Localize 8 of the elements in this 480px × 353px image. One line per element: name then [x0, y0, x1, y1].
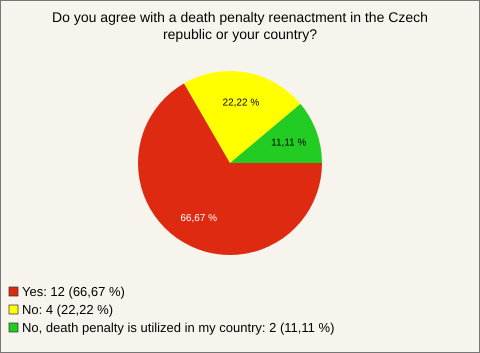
chart-title: Do you agree with a death penalty reenactment in the Czech republic or your country?	[52, 9, 428, 42]
legend-label: No: 4 (22,22 %)	[22, 302, 114, 317]
legend-label: Yes: 12 (66,67 %)	[22, 284, 125, 299]
pie-slice	[138, 83, 322, 255]
data-label: 11,11 %	[271, 138, 306, 149]
legend-label: No, death penalty is utilized in my country: 2 (11,11 %)	[22, 320, 334, 335]
data-label: 22,22 %	[222, 97, 260, 108]
data-label: 66,67 %	[180, 213, 218, 224]
